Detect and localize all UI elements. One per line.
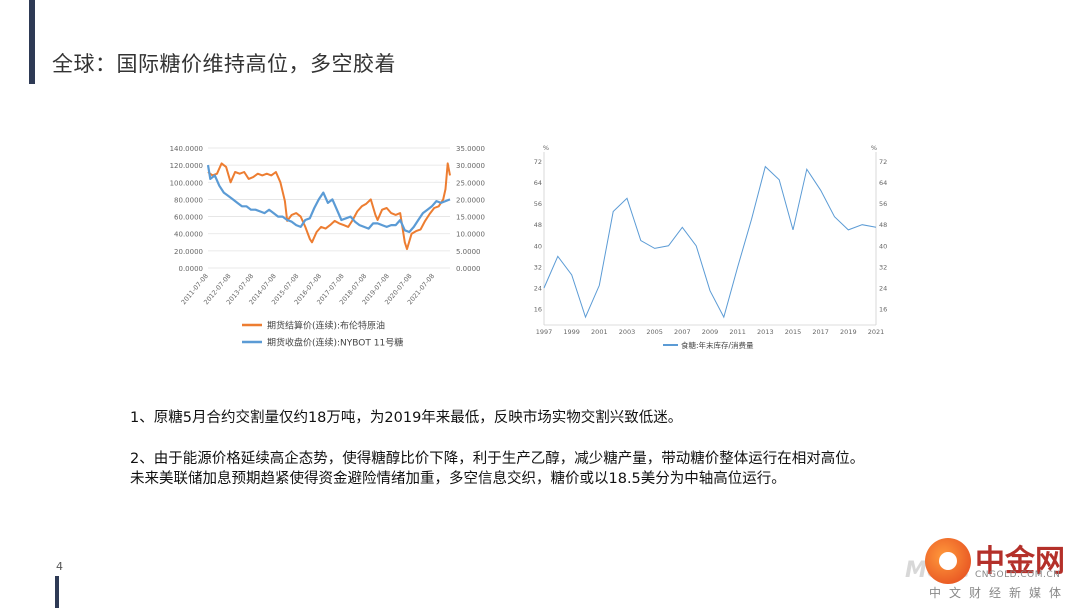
paragraph-2-line-1: 2、由于能源价格延续高企态势，使得糖醇比价下降，利于生产乙醇，减少糖产量，带动糖…: [130, 451, 865, 467]
y-left-tick-label: 0.0000: [179, 265, 204, 273]
y-left-tick-label: 32: [534, 263, 542, 271]
y-right-tick-label: 20.0000: [456, 196, 485, 204]
page-title: 全球：国际糖价维持高位，多空胶着: [52, 52, 396, 76]
y-right-tick-label: 30.0000: [456, 162, 485, 170]
y-left-tick-label: 48: [534, 221, 542, 229]
y-right-tick-label: 24: [879, 285, 887, 293]
x-tick-label: 1997: [536, 328, 553, 336]
x-tick-label: 2011: [729, 328, 746, 336]
y-right-tick-label: 16: [879, 306, 887, 314]
x-tick-label: 2001: [591, 328, 608, 336]
y-right-tick-label: 0.0000: [456, 265, 481, 273]
y-left-tick-label: 56: [534, 200, 542, 208]
y-right-tick-label: 72: [879, 158, 887, 166]
y-left-tick-label: 40: [534, 242, 542, 250]
y-left-tick-label: 40.0000: [174, 231, 203, 239]
y-left-tick-label: 140.0000: [170, 145, 203, 153]
y-left-tick-label: 72: [534, 158, 542, 166]
series-line: [207, 162, 451, 251]
y-right-tick-label: 40: [879, 242, 887, 250]
x-tick-label: 2021: [868, 328, 885, 336]
y-left-tick-label: 100.0000: [170, 179, 203, 187]
y-right-tick-label: 10.0000: [456, 231, 485, 239]
x-tick-label: 2017: [812, 328, 829, 336]
y-right-tick-label: 15.0000: [456, 214, 485, 222]
series-line: [543, 165, 877, 319]
y-right-tick-label: 48: [879, 221, 887, 229]
page-number: 4: [56, 560, 63, 573]
cngold-logo[interactable]: Moce 中金网 CNGOLD.COM.CN 中文财经新媒体: [905, 532, 1075, 602]
logo-brand: 中金网: [975, 544, 1065, 579]
title-accent-bar: [29, 0, 35, 84]
y-right-tick-label: 56: [879, 200, 887, 208]
y-left-tick-label: 80.0000: [174, 196, 203, 204]
paragraph-2: 2、由于能源价格延续高企态势，使得糖醇比价下降，利于生产乙醇，减少糖产量，带动糖…: [130, 449, 864, 489]
x-tick-label: 2015: [785, 328, 802, 336]
y-left-tick-label: 16: [534, 306, 542, 314]
x-tick-label: 2007: [674, 328, 691, 336]
x-tick-label: 2003: [619, 328, 636, 336]
x-tick-label: 1999: [563, 328, 580, 336]
y-left-tick-label: 64: [534, 179, 542, 187]
x-tick-label: 2019: [840, 328, 857, 336]
y-left-tick-label: 24: [534, 285, 542, 293]
paragraph-2-line-2: 未来美联储加息预期趋紧使得资金避险情绪加重，多空信息交织，糖价或以18.5美分为…: [130, 471, 786, 487]
x-tick-label: 2005: [646, 328, 663, 336]
series-line: [206, 164, 451, 234]
y-right-tick-label: 5.0000: [456, 248, 481, 256]
y-right-tick-label: 64: [879, 179, 887, 187]
y-right-tick-label: 32: [879, 263, 887, 271]
logo-circle-inner: [939, 552, 957, 570]
oil-sugar-price-chart: 140.0000 35.0000 120.0000 30.0000 100.0000 25…: [170, 145, 485, 349]
y-right-unit: %: [871, 144, 877, 152]
y-right-tick-label: 35.0000: [456, 145, 485, 153]
y-left-unit: %: [543, 144, 549, 152]
y-left-tick-label: 120.0000: [170, 162, 203, 170]
y-left-tick-label: 60.0000: [174, 214, 203, 222]
legend-label: 食糖:年末库存/消费量: [681, 340, 754, 350]
logo-media-tagline: 中文财经新媒体: [929, 586, 1070, 600]
paragraph-1: 1、原糖5月合约交割量仅约18万吨，为2019年来最低，反映市场实物交割兴致低迷…: [130, 410, 683, 426]
x-tick-label: 2013: [757, 328, 774, 336]
y-right-tick-label: 25.0000: [456, 179, 485, 187]
footer-accent-bar: [55, 576, 59, 608]
legend-label: 期货收盘价(连续):NYBOT 11号糖: [267, 337, 403, 349]
legend-label: 期货结算价(连续):布伦特原油: [267, 320, 385, 332]
y-left-tick-label: 20.0000: [174, 248, 203, 256]
logo-domain: CNGOLD.COM.CN: [975, 570, 1061, 580]
x-tick-label: 2009: [702, 328, 719, 336]
